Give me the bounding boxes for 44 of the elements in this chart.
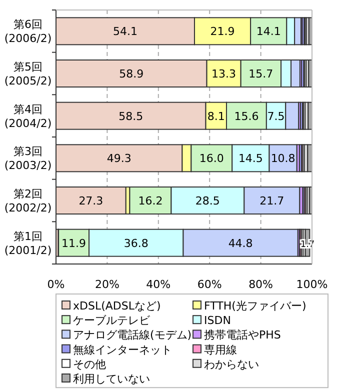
legend-label: 無線インターネット: [73, 343, 172, 356]
data-label: 14.5: [238, 152, 263, 166]
legend-label: 利用していない: [73, 372, 150, 386]
data-label: 14.1: [256, 25, 281, 38]
y-tick-label: 第2回 (2002/2): [4, 188, 52, 214]
legend-label: わからない: [204, 358, 259, 371]
data-label: 58.5: [118, 110, 144, 123]
x-tick-label: 40%: [146, 278, 171, 291]
legend-label: アナログ電話線(モデム): [73, 328, 192, 342]
y-tick-label: 第3回 (2003/2): [4, 145, 52, 172]
data-label: 27.3: [78, 194, 104, 208]
y-tick-label: 第1回 (2001/2): [4, 230, 52, 257]
data-label: 10.8: [270, 152, 296, 166]
data-label: 36.8: [124, 236, 148, 250]
x-tick-label: 20%: [94, 278, 120, 291]
x-tick-label: 60%: [197, 278, 222, 291]
data-label: 7.5: [267, 110, 285, 123]
y-tick-label: 第6回 (2006/2): [4, 18, 52, 46]
data-label: 8.1: [207, 110, 225, 123]
data-label: 21.7: [260, 194, 284, 208]
legend-label: その他: [73, 358, 106, 371]
y-tick-label: 第5回 (2005/2): [4, 60, 52, 88]
legend-label: 携帯電話やPHS: [204, 328, 281, 342]
data-label: 15.7: [248, 68, 274, 80]
data-label: 13.3: [212, 68, 236, 80]
data-label: 11.9: [62, 236, 86, 250]
legend-label: 専用線: [204, 343, 237, 356]
data-label: 16.2: [138, 194, 163, 208]
x-tick-label: 80%: [248, 278, 274, 291]
data-label: 28.5: [195, 194, 220, 208]
data-label: 16.0: [199, 152, 224, 166]
data-label: 54.1: [113, 25, 138, 38]
y-tick-label: 第4回 (2004/2): [4, 102, 52, 130]
legend-label: xDSL(ADSLなど): [73, 300, 161, 312]
x-tick-label: 100%: [296, 278, 328, 291]
x-tick-label: 0%: [47, 278, 65, 291]
legend-label: FTTH(光ファイバー): [204, 300, 306, 312]
data-label: 44.8: [228, 236, 253, 250]
data-label: 21.9: [210, 25, 235, 38]
legend-label: ケーブルテレビ: [73, 314, 151, 328]
data-label: 15.6: [234, 110, 259, 123]
data-label: 49.3: [106, 152, 132, 166]
legend-label: ISDN: [204, 314, 231, 328]
data-label: 58.9: [119, 68, 144, 80]
